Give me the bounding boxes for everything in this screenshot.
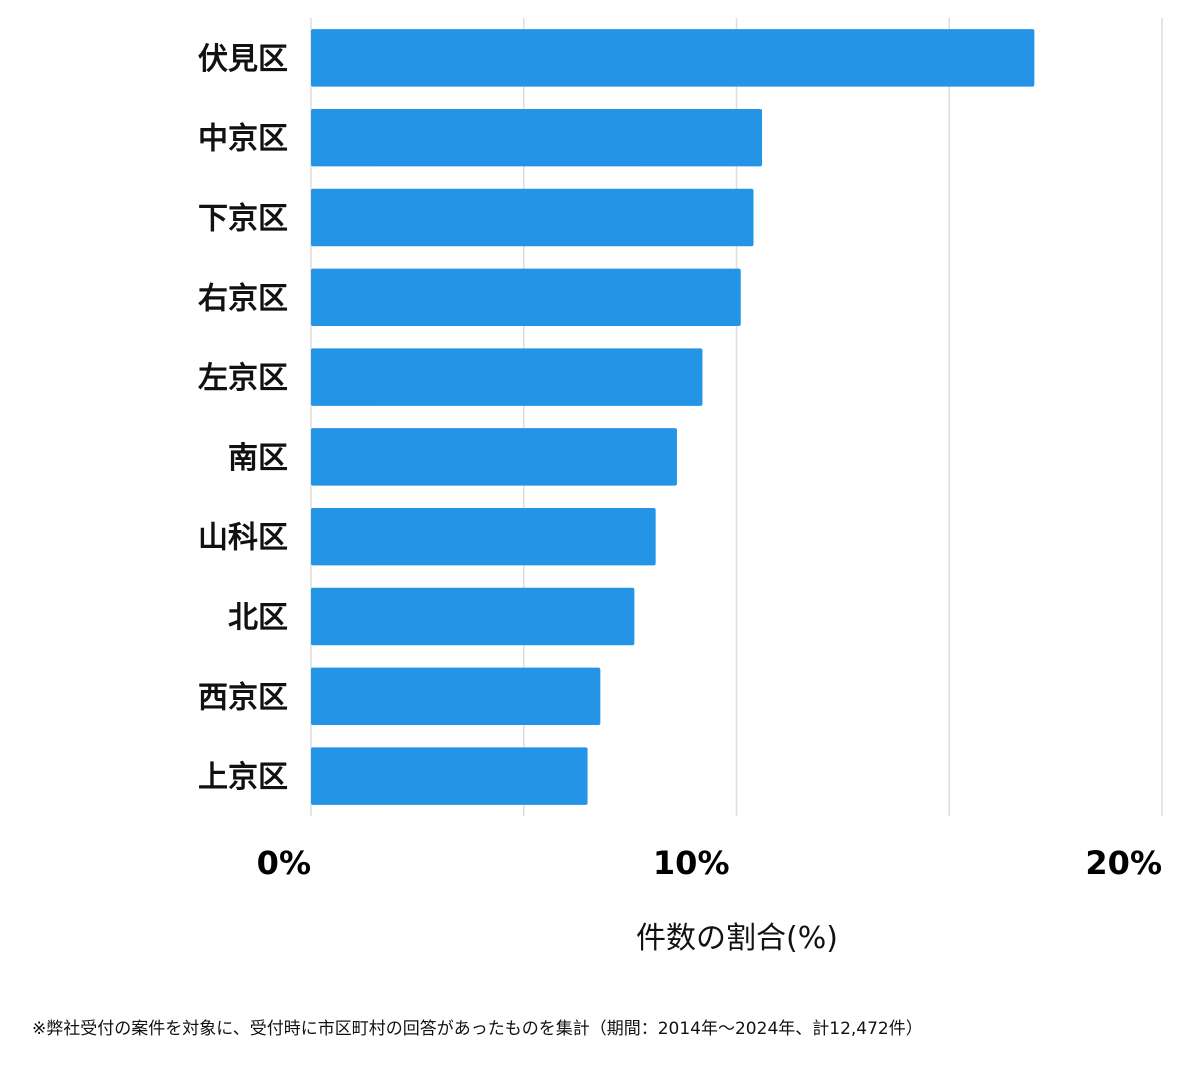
bars [311,29,1035,805]
bar [311,188,754,247]
category-label: 西京区 [198,680,288,715]
bar [311,667,601,726]
x-tick-label: 20% [1085,844,1162,882]
bar [311,587,635,646]
bar [311,348,703,406]
category-label: 南区 [228,441,288,476]
bar [311,29,1035,87]
category-label: 山科区 [198,521,288,556]
category-label: 伏見区 [198,42,288,77]
x-tick-labels: 0% 10% 20% [257,844,1162,882]
bar [311,428,677,486]
x-axis-title: 件数の割合(%) [636,921,838,956]
category-label: 上京区 [198,760,288,795]
category-label: 下京区 [198,202,288,237]
category-label: 左京区 [198,361,288,396]
footnote: ※弊社受付の案件を対象に、受付時に市区町村の回答があったものを集計（期間：201… [32,1019,923,1039]
category-label: 右京区 [198,281,288,316]
category-label: 北区 [228,601,288,636]
x-tick-label: 0% [257,844,311,882]
x-tick-label: 10% [653,844,730,882]
bar [311,268,741,327]
bar [311,747,588,805]
bar [311,507,656,566]
category-label: 中京区 [198,122,288,157]
bar [311,108,763,167]
